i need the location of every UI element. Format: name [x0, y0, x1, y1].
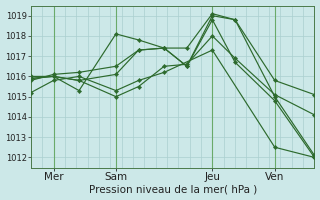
X-axis label: Pression niveau de la mer( hPa ): Pression niveau de la mer( hPa )	[89, 184, 257, 194]
